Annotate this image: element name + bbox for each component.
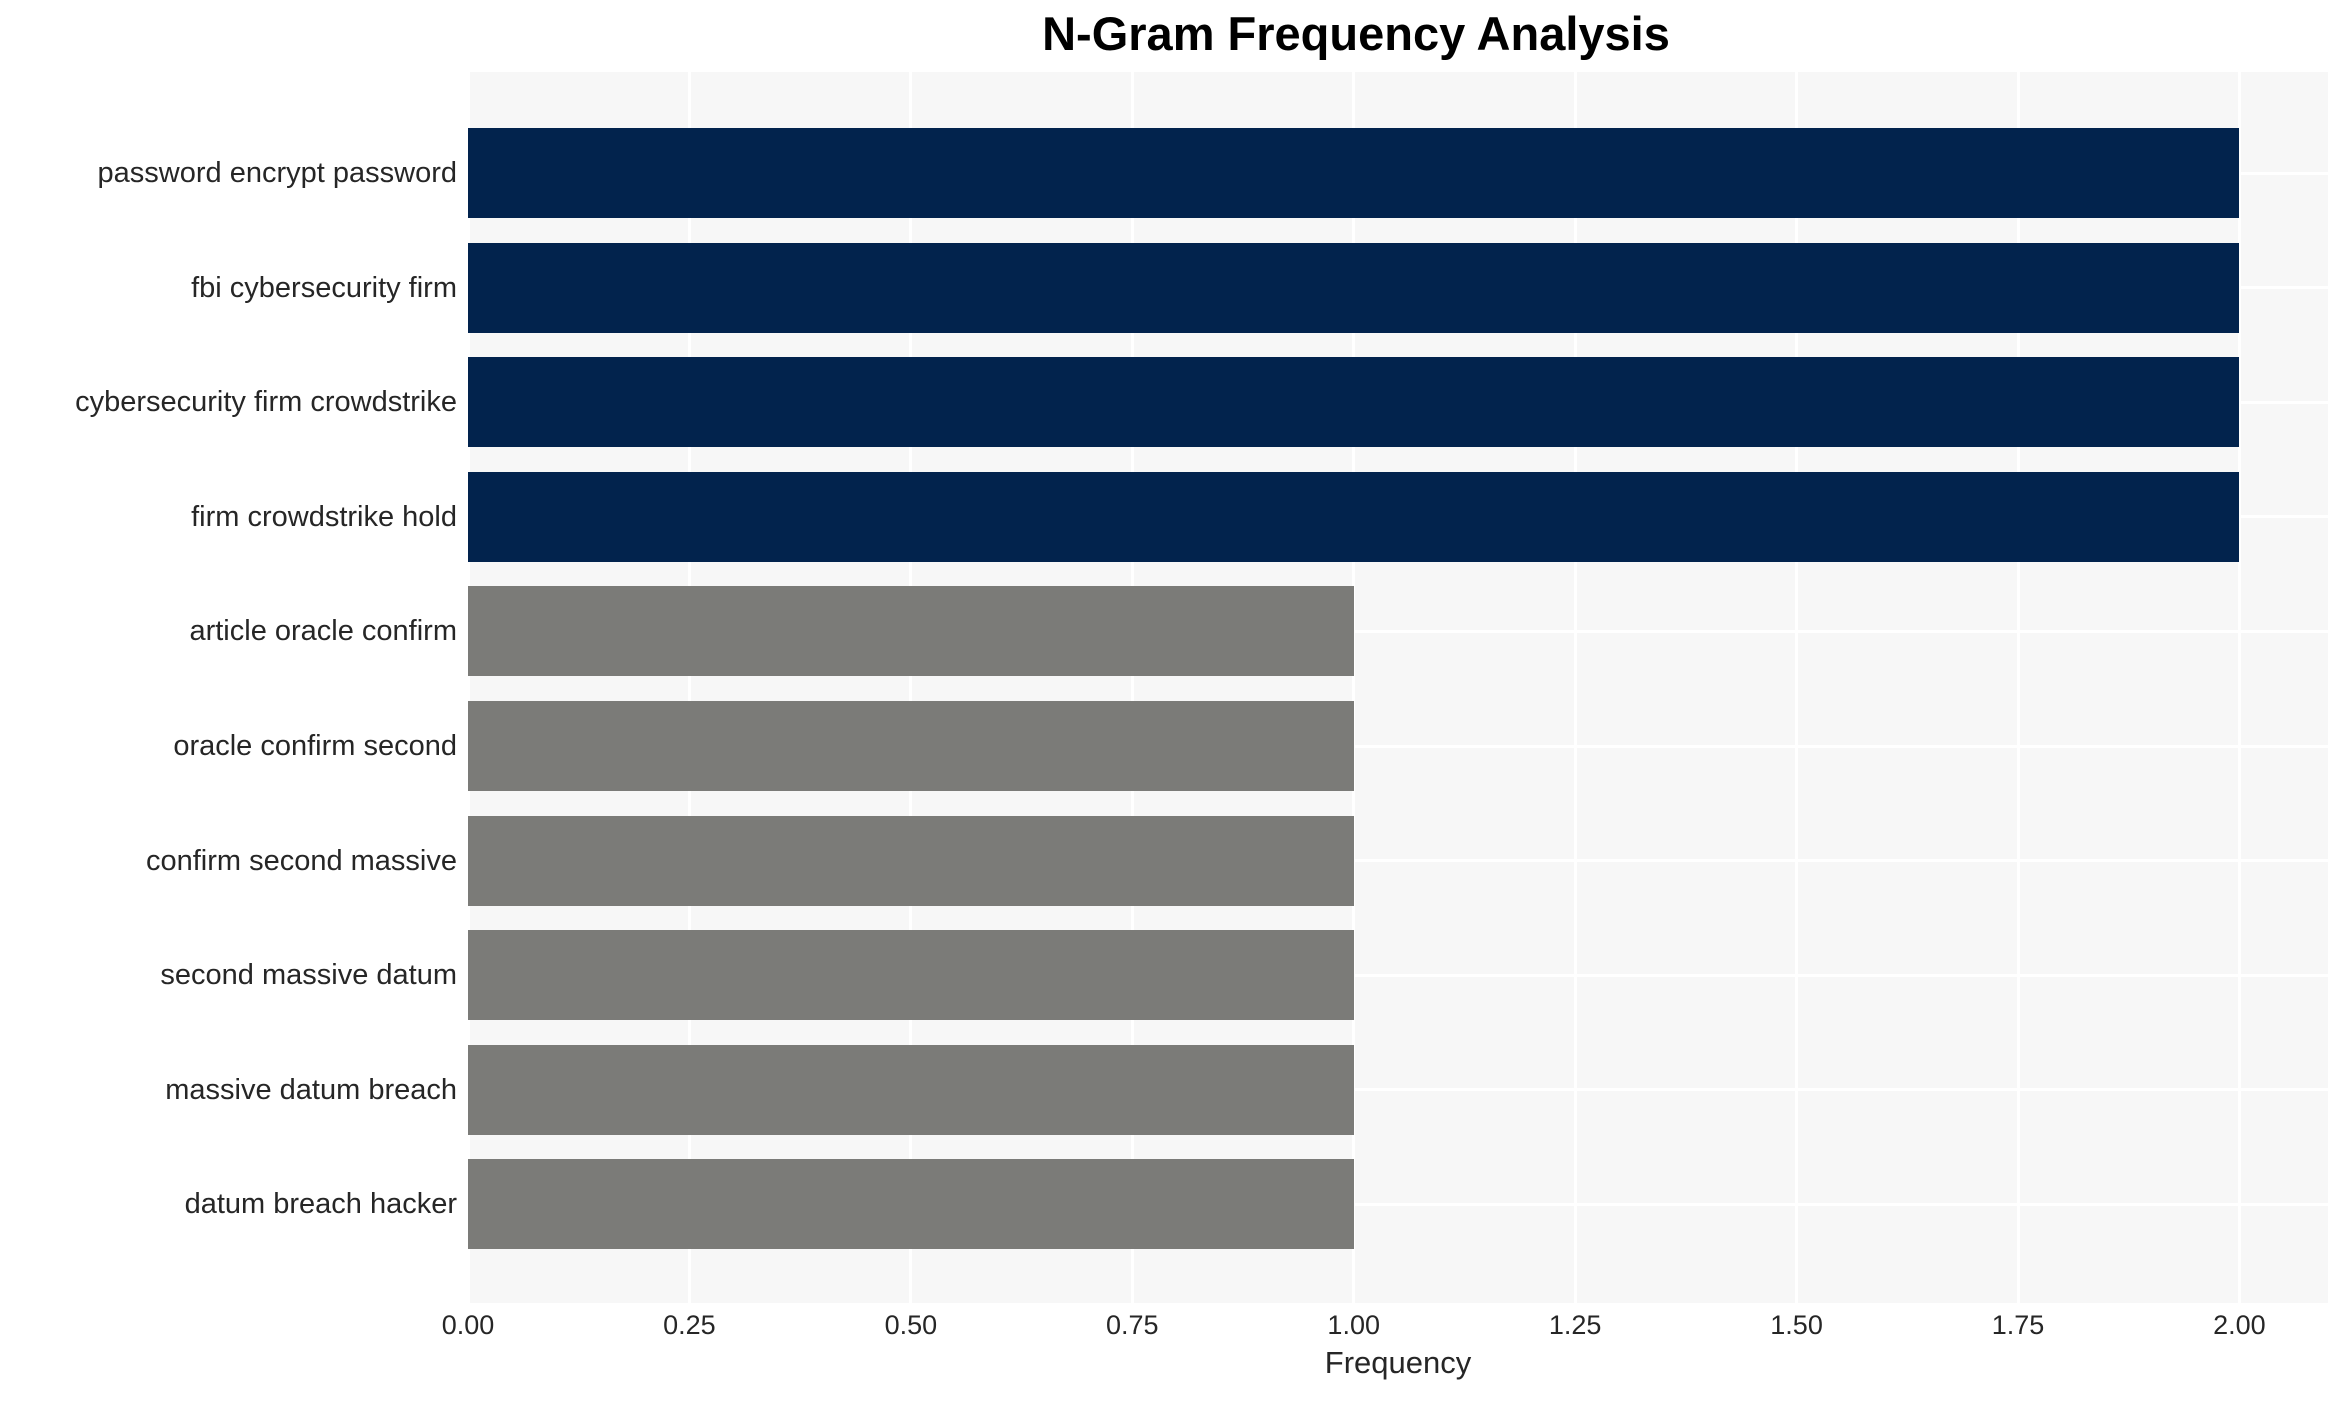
bar [468, 701, 1354, 791]
bar [468, 815, 1354, 906]
x-tick-label: 0.75 [1106, 1310, 1159, 1340]
y-tick-label: datum breach hacker [184, 1188, 457, 1221]
bar [468, 357, 2240, 448]
x-gridline [2016, 72, 2020, 1303]
chart-title: N-Gram Frequency Analysis [1042, 7, 1670, 60]
x-tick-label: 1.75 [1991, 1310, 2045, 1340]
x-gridline [687, 72, 691, 1303]
y-gridline [468, 744, 2328, 748]
x-tick-label: 0.50 [884, 1310, 938, 1340]
x-gridline [2237, 72, 2241, 1303]
x-gridline [1352, 72, 1356, 1303]
x-tick-label: 0.25 [663, 1310, 716, 1340]
bar [468, 1044, 1354, 1135]
y-gridline [468, 1202, 2328, 1206]
bar [468, 586, 1354, 677]
bar [468, 242, 2240, 333]
y-tick-label: password encrypt password [97, 157, 457, 189]
bar [468, 471, 2240, 562]
y-tick-label: cybersecurity firm crowdstrike [75, 386, 457, 419]
y-tick-label: firm crowdstrike hold [191, 500, 457, 533]
bar [468, 128, 2240, 218]
x-tick-label: 1.00 [1327, 1310, 1380, 1340]
x-gridline [468, 72, 470, 1303]
x-tick-label: 2.00 [2213, 1310, 2266, 1340]
plot-area [468, 72, 2328, 1303]
x-tick-label: 0.00 [441, 1310, 495, 1340]
y-tick-label: second massive datum [160, 959, 457, 992]
bar [468, 930, 1354, 1021]
y-tick-label: oracle confirm second [173, 730, 457, 762]
y-tick-label: fbi cybersecurity firm [191, 271, 457, 304]
x-gridline [909, 72, 913, 1303]
y-tick-label: article oracle confirm [189, 615, 457, 648]
x-axis-title: Frequency [1324, 1345, 1472, 1380]
x-gridline [1130, 72, 1134, 1303]
x-gridline [1573, 72, 1577, 1303]
y-gridline [468, 859, 2328, 863]
x-tick-label: 1.25 [1548, 1310, 1602, 1340]
bar [468, 1159, 1354, 1250]
x-gridline [1795, 72, 1799, 1303]
y-gridline [468, 973, 2328, 977]
x-tick-label: 1.50 [1770, 1310, 1823, 1340]
y-tick-label: confirm second massive [145, 844, 457, 877]
y-tick-label: massive datum breach [165, 1073, 457, 1106]
y-gridline [468, 629, 2328, 633]
y-gridline [468, 1088, 2328, 1092]
